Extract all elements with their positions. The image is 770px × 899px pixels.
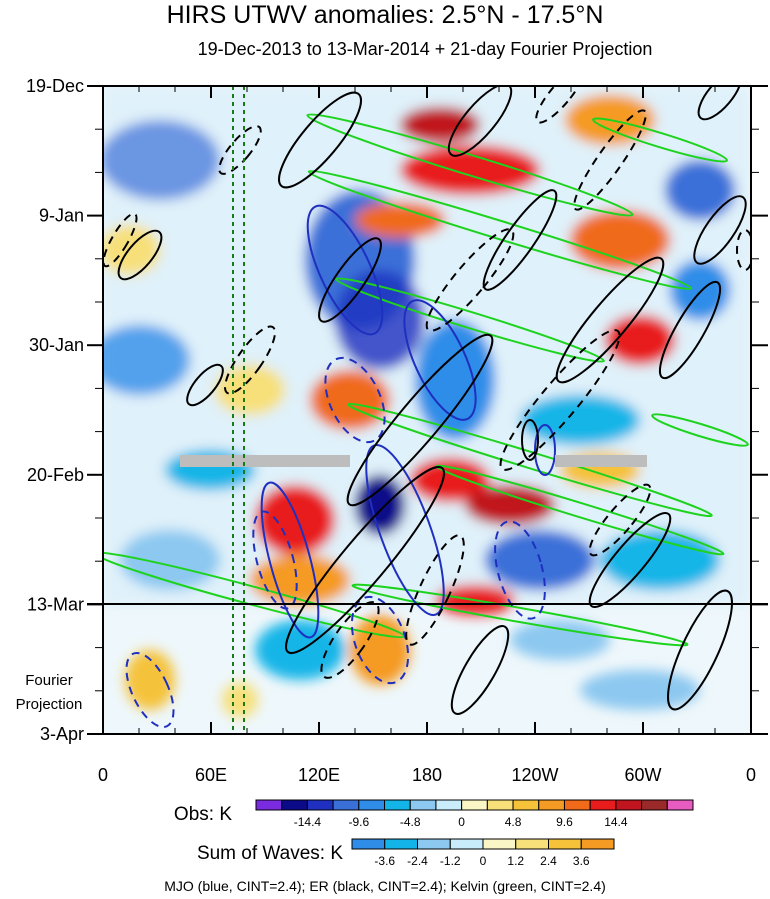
colorbar-tick-label: 4.8 (505, 815, 522, 829)
x-tick-label: 180 (412, 765, 442, 785)
colorbar-tick-label: 9.6 (556, 815, 573, 829)
colorbar-swatch (435, 799, 463, 811)
colorbar-swatch (538, 799, 565, 811)
y-tick-label: 19-Dec (26, 76, 84, 96)
x-tick-label: 120E (298, 765, 340, 785)
colorbar-tick-label: 3.6 (573, 854, 590, 868)
waves-colorbar: -3.6 -2.4 -1.2 0 1.2 2.4 3.6 (351, 838, 615, 868)
colorbar-tick-label: 0 (480, 854, 487, 868)
y-tick-label: 30-Jan (29, 335, 84, 355)
x-tick-label: 60E (195, 765, 227, 785)
colorbar-tick-label: -14.4 (294, 815, 322, 829)
colorbar-tick-label: 0 (458, 815, 465, 829)
colorbar-swatch (589, 799, 617, 811)
x-tick-label: 0 (98, 765, 108, 785)
colorbar-tick-label: -9.6 (348, 815, 369, 829)
obs-colorbar: -14.4 -9.6 -4.8 0 4.8 9.6 14.4 (255, 799, 694, 829)
colorbar-swatch (384, 838, 418, 850)
colorbar-tick-label: 2.4 (540, 854, 557, 868)
y-tick-label: 3-Apr (40, 724, 84, 744)
colorbar-swatch (580, 838, 615, 850)
colorbar-swatch (482, 838, 517, 850)
colorbar-swatch (486, 799, 514, 811)
colorbar-swatch (384, 799, 411, 811)
x-tick-label: 60W (624, 765, 661, 785)
colorbar-tick-label: -3.6 (374, 854, 395, 868)
colorbar-swatch (417, 838, 451, 850)
colorbar-swatch (358, 799, 386, 811)
colorbar-tick-label: 1.2 (507, 854, 524, 868)
x-axis: 0 60E 120E 180 120W 60W 0 (98, 86, 756, 785)
colorbar-swatch (409, 799, 437, 811)
er-contours (103, 86, 751, 715)
missing-data-band-left (180, 455, 350, 467)
colorbar-swatch (563, 799, 591, 811)
colorbar-tick-label: -4.8 (400, 815, 421, 829)
colorbar-swatch (281, 799, 308, 811)
x-tick-label: 120W (511, 765, 558, 785)
colorbar-swatch (449, 838, 484, 850)
waves-colorbar-label: Sum of Waves: K (197, 843, 343, 864)
colorbar-swatch (512, 799, 540, 811)
colorbar-swatch (548, 838, 582, 850)
colorbar-tick-label: 14.4 (604, 815, 628, 829)
y-axis: 19-Dec 9-Jan 30-Jan 20-Feb 13-Mar 3-Apr (26, 76, 768, 744)
contour-legend-footer: MJO (blue, CINT=2.4); ER (black, CINT=2.… (164, 878, 606, 894)
chart-subtitle: 19-Dec-2013 to 13-Mar-2014 + 21-day Four… (197, 39, 653, 59)
chart-title: HIRS UTWV anomalies: 2.5°N - 17.5°N (166, 1, 604, 29)
colorbar-swatch (666, 799, 694, 811)
colorbar-tick-label: -2.4 (407, 854, 428, 868)
x-tick-label: 0 (746, 765, 756, 785)
colorbar-swatch (515, 838, 549, 850)
projection-label-line1: Fourier (25, 672, 73, 689)
colorbar-swatch (332, 799, 360, 811)
projection-label-line2: Projection (16, 696, 83, 713)
colorbar-swatch (641, 799, 668, 811)
y-tick-label: 13-Mar (27, 594, 84, 614)
missing-data-band-right (555, 455, 647, 467)
colorbar-swatch (306, 799, 334, 811)
colorbar-tick-label: -1.2 (440, 854, 461, 868)
colorbar-swatch (461, 799, 488, 811)
anomaly-field (103, 86, 751, 734)
colorbar-swatch (615, 799, 643, 811)
colorbar-swatch (255, 799, 283, 811)
obs-colorbar-label: Obs: K (174, 804, 232, 825)
colorbar-swatch (351, 838, 386, 850)
y-tick-label: 9-Jan (39, 206, 84, 226)
y-tick-label: 20-Feb (27, 465, 84, 485)
